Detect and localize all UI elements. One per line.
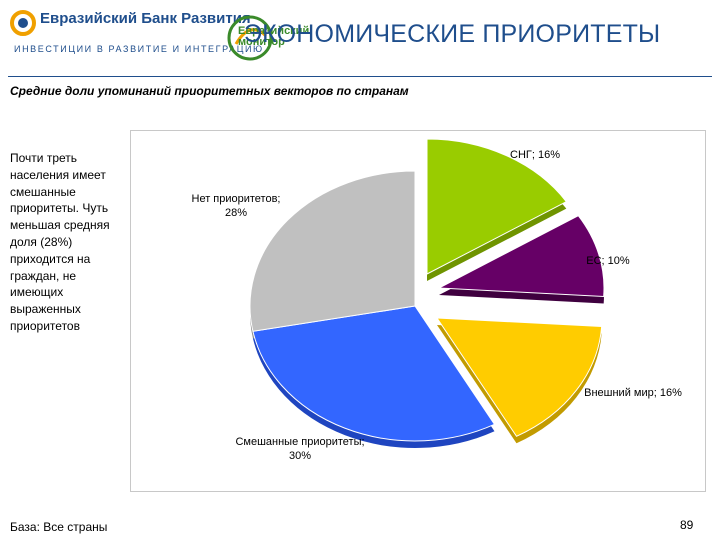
- summary-note: Почти треть населения имеет смешанные пр…: [10, 151, 110, 333]
- header-divider: [8, 76, 712, 77]
- page-number: 89: [680, 518, 694, 532]
- pie-slice-5: [249, 170, 416, 332]
- page-title: ЭКОНОМИЧЕСКИЕ ПРИОРИТЕТЫ: [244, 20, 661, 48]
- chart-frame: [130, 130, 706, 492]
- pie-label-5: Нет приоритетов; 28%: [192, 193, 281, 219]
- pie-slice-3: [436, 317, 603, 437]
- pie-labels-layer: СНГ; 16% ЕС; 10% Внешний мир; 16% Смешанные…: [192, 149, 683, 462]
- pie-label-3: Внешний мир; 16%: [584, 387, 682, 399]
- pie-label-1: СНГ; 16%: [510, 149, 560, 161]
- bank-logo-icon: [10, 10, 36, 36]
- pie-slice-2: [437, 215, 605, 298]
- pie-label-2: ЕС; 10%: [586, 255, 630, 267]
- pie-slice-4: [252, 305, 496, 442]
- monitor-label: Евразийский монитор: [238, 25, 310, 48]
- monitor-logo-icon: [227, 15, 273, 61]
- brand-tagline: ИНВЕСТИЦИИ В РАЗВИТИЕ И ИНТЕГРАЦИЮ: [14, 44, 264, 54]
- brand-name: Евразийский Банк Развития: [40, 10, 251, 27]
- chart-subtitle: Средние доли упоминаний приоритетных век…: [10, 84, 409, 98]
- pie-label-4: Смешанные приоритеты; 30%: [235, 436, 364, 462]
- pie-slices-layer: [249, 138, 605, 442]
- slide-header: Евразийский Банк Развития ИНВЕСТИЦИИ В Р…: [0, 0, 720, 78]
- footer-base-note: База: Все страны: [10, 520, 108, 534]
- pie-slice-1: [426, 138, 568, 275]
